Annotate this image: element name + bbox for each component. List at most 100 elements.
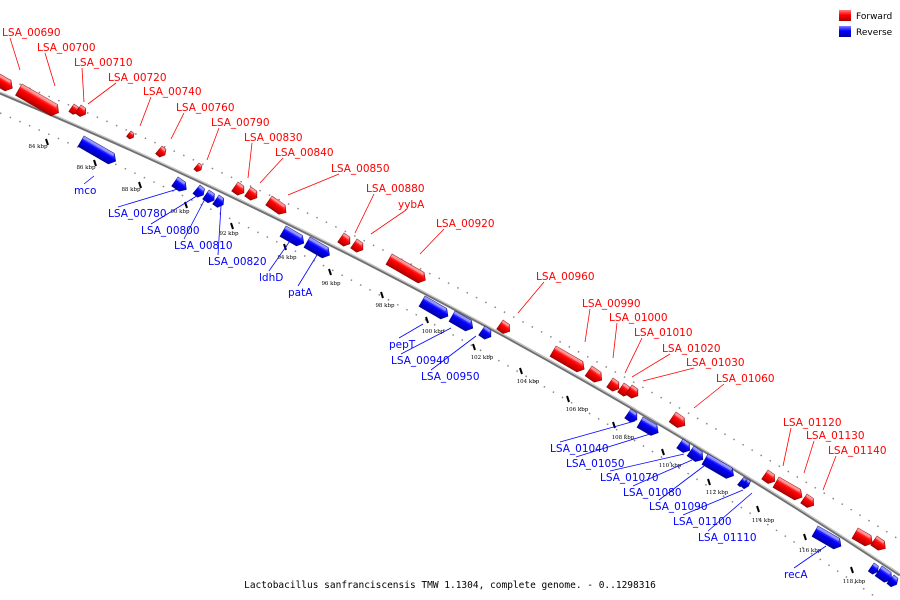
gene-pata[interactable] <box>303 236 333 260</box>
gene-reca[interactable] <box>811 525 844 551</box>
gene-lsa-01090[interactable] <box>701 453 737 481</box>
gene-lsa-00940[interactable] <box>448 310 476 333</box>
gene-lsa-01080[interactable] <box>686 445 706 464</box>
gene-label-lsa-00790[interactable]: LSA_00790 <box>211 117 270 129</box>
gene-label-lsa-01070[interactable]: LSA_01070 <box>600 472 659 484</box>
gene-lsa-00880[interactable] <box>337 232 353 248</box>
gene-edge-feature-1[interactable] <box>851 527 875 548</box>
gene-lsa-01130[interactable] <box>772 476 805 502</box>
gene-label-lsa-00820[interactable]: LSA_00820 <box>208 256 267 268</box>
gene-label-lsa-00690[interactable]: LSA_00690 <box>2 27 61 39</box>
gene-label-lsa-00760[interactable]: LSA_00760 <box>176 102 235 114</box>
gene-label-pata[interactable]: patA <box>288 287 313 299</box>
leader-lsa-01040 <box>559 420 636 443</box>
gene-block-lsa-00690 <box>0 72 13 92</box>
gene-lsa-00740[interactable] <box>126 130 136 140</box>
gene-label-lsa-00840[interactable]: LSA_00840 <box>275 147 334 159</box>
gene-lsa-01120[interactable] <box>761 469 778 486</box>
gene-edge-feature-4[interactable] <box>874 565 895 585</box>
gene-label-lsa-00810[interactable]: LSA_00810 <box>174 240 233 252</box>
gene-edge-feature-3[interactable] <box>867 562 880 576</box>
gene-lsa-00820[interactable] <box>212 194 227 209</box>
gene-mco[interactable] <box>77 135 119 166</box>
gene-label-lsa-00920[interactable]: LSA_00920 <box>436 218 495 230</box>
tick-label-84-kbp: 84 kbp <box>28 144 48 150</box>
gene-label-lsa-01060[interactable]: LSA_01060 <box>716 373 775 385</box>
gene-lsa-01070[interactable] <box>676 438 693 455</box>
gene-ldhd[interactable] <box>279 225 307 248</box>
legend-forward[interactable]: Forward <box>839 10 892 22</box>
gene-lsa-01050[interactable] <box>636 416 661 438</box>
gene-label-lsa-01100[interactable]: LSA_01100 <box>673 516 732 528</box>
gene-lsa-00850[interactable] <box>265 195 290 217</box>
gene-sheen-lsa-00850 <box>270 196 286 208</box>
gene-lsa-00960[interactable] <box>496 319 513 336</box>
gene-edge-feature-2[interactable] <box>870 535 889 553</box>
gene-lsa-01060[interactable] <box>668 411 688 430</box>
gene-label-lsa-01020[interactable]: LSA_01020 <box>662 343 721 355</box>
gene-lsa-00840[interactable] <box>244 186 260 202</box>
tick-mark-98-kbp <box>380 291 384 299</box>
gene-label-reca[interactable]: recA <box>784 569 808 581</box>
gene-lsa-00950[interactable] <box>478 325 494 341</box>
gene-label-lsa-00960[interactable]: LSA_00960 <box>536 271 595 283</box>
gene-lsa-01140[interactable] <box>800 493 817 510</box>
gene-label-pept[interactable]: pepT <box>389 339 416 351</box>
gene-label-lsa-00880[interactable]: LSA_00880 <box>366 183 425 195</box>
gene-lsa-00810[interactable] <box>202 189 218 205</box>
gene-lsa-00800[interactable] <box>192 184 207 199</box>
gene-label-lsa-01040[interactable]: LSA_01040 <box>550 443 609 455</box>
gene-lsa-00760[interactable] <box>155 145 169 159</box>
gene-label-lsa-00740[interactable]: LSA_00740 <box>143 86 202 98</box>
gene-sheen-lsa-00840 <box>249 187 257 194</box>
gene-label-lsa-00710[interactable]: LSA_00710 <box>74 57 133 69</box>
gene-label-lsa-00950[interactable]: LSA_00950 <box>421 371 480 383</box>
gene-label-lsa-01030[interactable]: LSA_01030 <box>686 357 745 369</box>
gene-label-lsa-01090[interactable]: LSA_01090 <box>649 501 708 513</box>
gene-label-lsa-01010[interactable]: LSA_01010 <box>634 327 693 339</box>
gene-sheen-edge-feature-2 <box>875 536 885 544</box>
gene-yyba[interactable] <box>350 238 366 254</box>
gene-label-mco[interactable]: mco <box>74 185 96 197</box>
gene-label-lsa-01000[interactable]: LSA_01000 <box>609 312 668 324</box>
gene-lsa-00720[interactable] <box>74 104 88 118</box>
gene-lsa-00700[interactable] <box>15 83 62 118</box>
gene-block-lsa-01010 <box>606 377 620 392</box>
gene-lsa-00780[interactable] <box>171 176 190 194</box>
leader-lsa-00950 <box>430 335 477 371</box>
gene-label-lsa-00830[interactable]: LSA_00830 <box>244 132 303 144</box>
gene-label-lsa-01130[interactable]: LSA_01130 <box>806 430 865 442</box>
gene-label-lsa-01050[interactable]: LSA_01050 <box>566 458 625 470</box>
gene-label-ldhd[interactable]: ldhD <box>259 272 283 284</box>
tick-label-108-kbp: 108 kbp <box>612 435 635 441</box>
gene-label-lsa-00780[interactable]: LSA_00780 <box>108 208 167 220</box>
gene-label-lsa-00850[interactable]: LSA_00850 <box>331 163 390 175</box>
gene-label-lsa-00720[interactable]: LSA_00720 <box>108 72 167 84</box>
tick-label-86-kbp: 86 kbp <box>76 165 96 171</box>
gene-label-lsa-01140[interactable]: LSA_01140 <box>828 445 887 457</box>
gene-lsa-01030[interactable] <box>625 384 641 400</box>
gene-block-lsa-01000 <box>584 365 602 383</box>
gene-label-lsa-01080[interactable]: LSA_01080 <box>623 487 682 499</box>
gene-edge-feature-5[interactable] <box>886 574 900 589</box>
gene-label-lsa-00940[interactable]: LSA_00940 <box>391 355 450 367</box>
gene-label-lsa-00990[interactable]: LSA_00990 <box>582 298 641 310</box>
gene-lsa-00990[interactable] <box>549 345 587 374</box>
label-leaders <box>9 37 837 569</box>
leader-lsa-00960 <box>517 281 545 314</box>
gene-label-lsa-01120[interactable]: LSA_01120 <box>783 417 842 429</box>
gene-pept[interactable] <box>418 295 451 321</box>
gene-label-yyba[interactable]: yybA <box>398 199 425 211</box>
gene-lsa-01110[interactable] <box>741 478 752 490</box>
legend-reverse[interactable]: Reverse <box>839 26 893 38</box>
gene-lsa-00830[interactable] <box>231 181 247 197</box>
gene-label-lsa-00700[interactable]: LSA_00700 <box>37 42 96 54</box>
gene-lsa-00920[interactable] <box>385 253 428 285</box>
gene-label-lsa-00800[interactable]: LSA_00800 <box>141 225 200 237</box>
tick-label-110-kbp: 110 kbp <box>659 463 682 469</box>
gene-lsa-01010[interactable] <box>606 377 622 393</box>
gene-lsa-01000[interactable] <box>584 365 605 385</box>
gene-label-lsa-01110[interactable]: LSA_01110 <box>698 532 757 544</box>
gene-lsa-00790[interactable] <box>193 162 204 173</box>
gene-lsa-00690[interactable] <box>0 72 15 93</box>
